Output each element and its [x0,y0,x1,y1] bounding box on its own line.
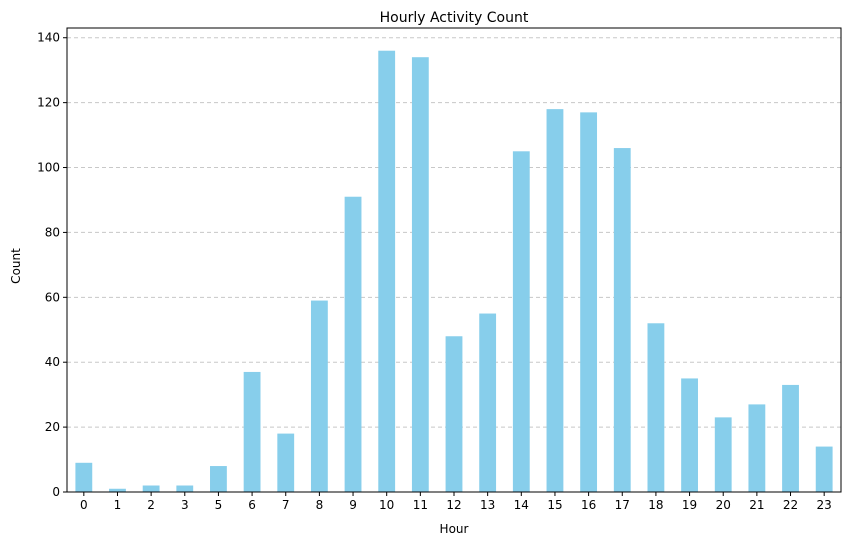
x-tick-label: 1 [114,498,122,512]
bar-hour-8 [310,300,328,492]
bar-hour-20 [714,417,732,492]
x-tick-label: 2 [147,498,155,512]
x-tick-label: 12 [446,498,461,512]
x-tick-label: 3 [181,498,189,512]
bar-hour-17 [613,148,631,492]
x-axis-ticks: 0 1 2 3 5 6 7 8 9 10 11 12 13 14 15 16 17 18 19 20 21 22 23 [80,492,832,512]
x-tick-label: 21 [749,498,764,512]
y-tick-label: 80 [45,225,60,239]
x-tick-label: 15 [547,498,562,512]
x-axis-label: Hour [440,522,469,536]
y-tick-label: 20 [45,420,60,434]
x-tick-label: 17 [615,498,630,512]
x-tick-label: 8 [316,498,324,512]
bar-hour-7 [277,433,295,492]
x-tick-label: 13 [480,498,495,512]
y-tick-label: 60 [45,290,60,304]
x-tick-label: 11 [413,498,428,512]
x-tick-label: 6 [248,498,256,512]
bar-hour-5 [210,466,227,492]
x-tick-label: 5 [215,498,223,512]
y-tick-label: 0 [52,485,60,499]
y-axis-label: Count [9,248,23,284]
x-tick-label: 9 [349,498,357,512]
y-tick-label: 140 [37,31,60,45]
bar-hour-0 [75,462,93,492]
x-tick-label: 18 [648,498,663,512]
bar-hour-1 [109,488,126,492]
x-tick-label: 23 [817,498,832,512]
x-tick-label: 7 [282,498,290,512]
x-tick-label: 10 [379,498,394,512]
bar-hour-11 [411,57,429,493]
x-tick-label: 16 [581,498,596,512]
y-tick-label: 40 [45,355,60,369]
bar-hour-12 [445,336,463,492]
y-axis-ticks: 0 20 40 60 80 100 120 140 [37,31,67,499]
bars [75,50,833,493]
chart-title: Hourly Activity Count [380,10,529,26]
bar-hour-13 [479,313,497,492]
x-tick-label: 22 [783,498,798,512]
x-tick-label: 14 [514,498,529,512]
bar-hour-15 [546,109,564,492]
bar-hour-3 [176,485,194,492]
bar-hour-22 [782,384,799,492]
bar-hour-19 [681,378,698,492]
bar-hour-21 [748,404,766,492]
bar-hour-9 [344,196,362,492]
bar-hour-18 [647,323,665,492]
x-tick-label: 20 [716,498,731,512]
bar-hour-10 [378,50,396,492]
bar-hour-23 [815,446,833,492]
bar-hour-14 [512,151,530,492]
y-tick-label: 100 [37,161,60,175]
x-tick-label: 0 [80,498,88,512]
bar-hour-2 [142,485,160,492]
bar-hour-6 [243,371,261,492]
bar-hour-16 [580,112,598,492]
y-tick-label: 120 [37,96,60,110]
x-tick-label: 19 [682,498,697,512]
plot-frame [66,27,842,493]
